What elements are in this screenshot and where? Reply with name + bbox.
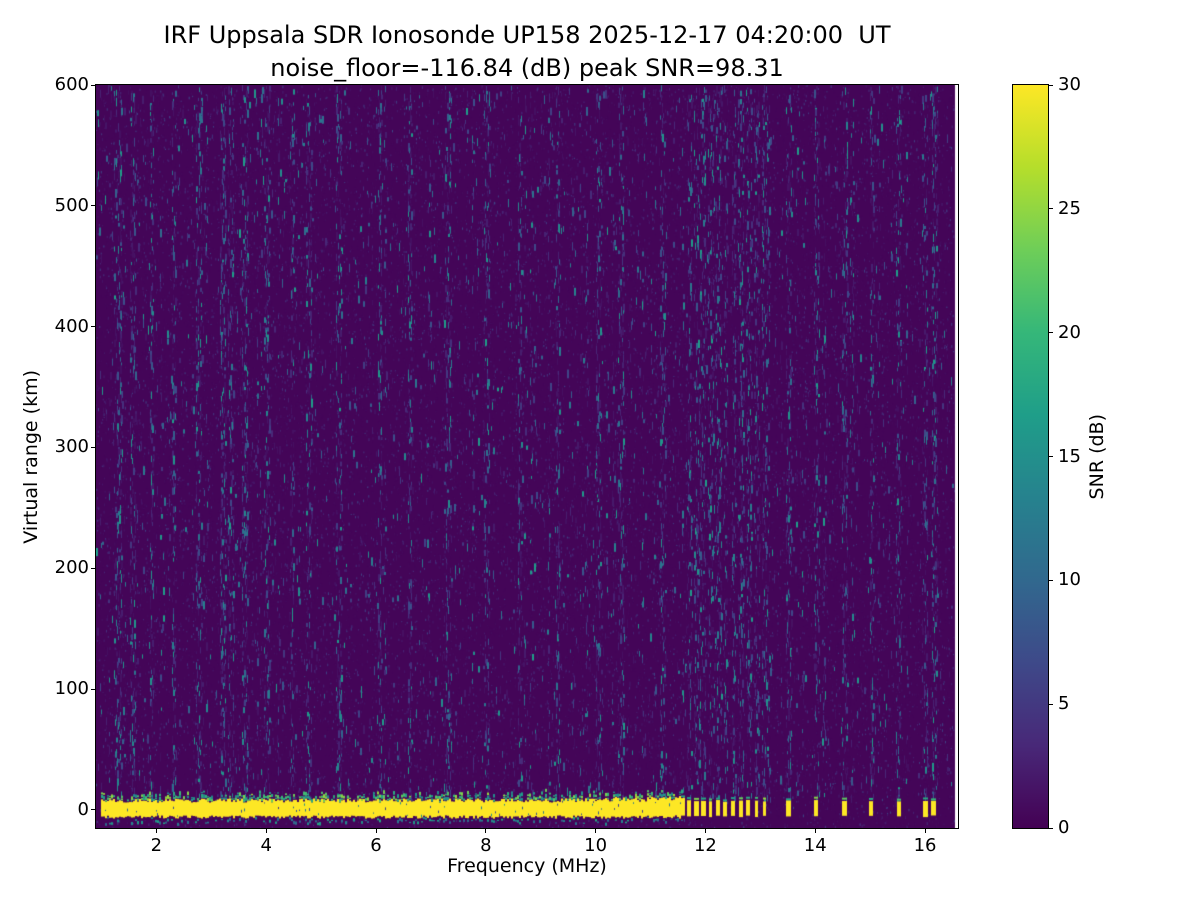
x-tick-label: 16 <box>913 835 937 856</box>
colorbar-tick <box>1049 84 1053 86</box>
y-tick <box>91 446 95 448</box>
x-tick <box>924 829 926 833</box>
y-axis-label: Virtual range (km) <box>20 369 42 544</box>
y-tick-label: 300 <box>54 436 89 458</box>
colorbar-tick <box>1049 208 1053 210</box>
chart-title-block: IRF Uppsala SDR Ionosonde UP158 2025-12-… <box>96 19 958 85</box>
x-tick <box>595 829 597 833</box>
colorbar-tick <box>1049 579 1053 581</box>
y-tick <box>91 809 95 811</box>
y-tick <box>91 205 95 207</box>
y-tick <box>91 326 95 328</box>
x-tick-label: 10 <box>584 835 608 856</box>
y-tick-label: 400 <box>54 315 89 337</box>
x-tick <box>375 829 377 833</box>
y-tick <box>91 84 95 86</box>
colorbar-tick <box>1049 827 1053 829</box>
x-tick <box>814 829 816 833</box>
colorbar-tick-label: 30 <box>1058 74 1081 95</box>
colorbar-tick-label: 15 <box>1058 445 1081 467</box>
x-tick-label: 2 <box>150 835 163 856</box>
y-tick-label: 600 <box>54 74 89 95</box>
plot-area <box>95 84 959 829</box>
ionogram-heatmap <box>96 85 958 828</box>
y-tick-label: 200 <box>54 557 89 579</box>
colorbar-tick <box>1049 456 1053 457</box>
x-tick <box>704 829 706 833</box>
x-axis-label: Frequency (MHz) <box>447 855 607 877</box>
colorbar-tick-label: 25 <box>1058 197 1081 219</box>
chart-subtitle: noise_floor=-116.84 (dB) peak SNR=98.31 <box>270 54 784 82</box>
chart-title: IRF Uppsala SDR Ionosonde UP158 2025-12-… <box>163 21 891 49</box>
x-tick-label: 14 <box>803 835 827 856</box>
x-tick <box>155 829 157 833</box>
x-tick <box>265 829 267 833</box>
y-tick-label: 500 <box>54 194 89 216</box>
x-tick-label: 8 <box>480 835 492 856</box>
y-tick <box>91 567 95 569</box>
colorbar-tick-label: 0 <box>1058 817 1070 838</box>
y-tick-label: 0 <box>77 798 89 820</box>
x-tick-label: 4 <box>260 835 272 856</box>
colorbar-tick-label: 20 <box>1058 321 1081 343</box>
colorbar-tick <box>1049 332 1053 334</box>
y-tick <box>91 688 95 690</box>
colorbar-tick <box>1049 703 1053 705</box>
colorbar-tick-label: 5 <box>1058 693 1070 715</box>
y-tick-label: 100 <box>54 678 89 700</box>
x-tick-label: 12 <box>693 835 717 856</box>
x-tick-label: 6 <box>370 835 382 856</box>
colorbar-tick-label: 10 <box>1058 569 1081 591</box>
colorbar <box>1012 84 1049 829</box>
x-tick <box>485 829 487 833</box>
